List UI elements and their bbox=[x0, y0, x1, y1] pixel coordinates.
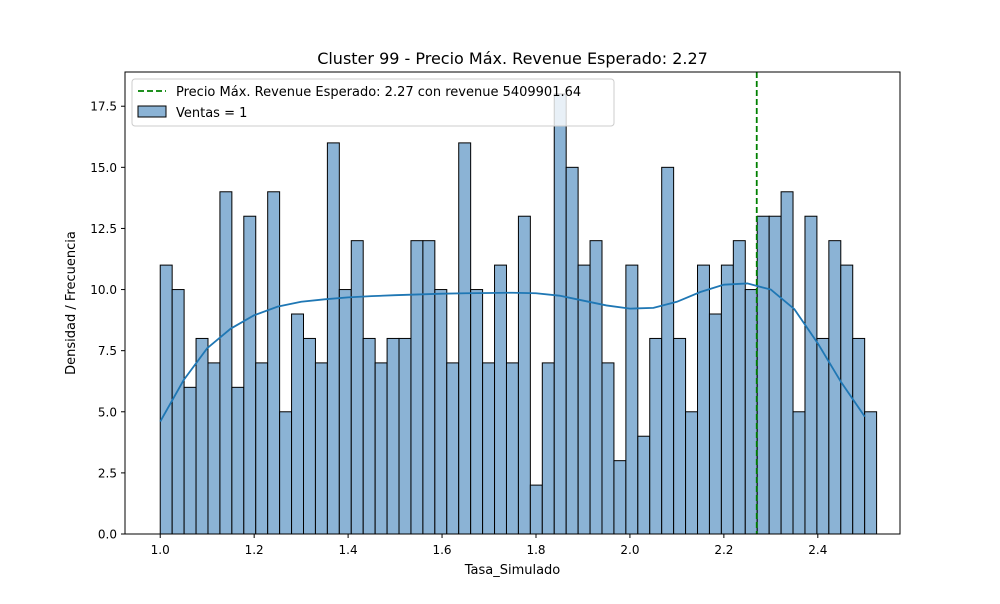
kde-curve bbox=[159, 282, 866, 423]
x-axis-label: Tasa_Simulado bbox=[464, 563, 561, 578]
x-tick-label: 1.2 bbox=[245, 543, 264, 557]
y-axis-label: Densidad / Frecuencia bbox=[64, 231, 79, 375]
y-tick-label: 17.5 bbox=[90, 100, 117, 114]
histogram-bar bbox=[541, 362, 555, 535]
histogram-bar bbox=[756, 215, 770, 535]
histogram-bar bbox=[517, 215, 531, 535]
histogram-bar bbox=[434, 289, 448, 535]
histogram-bar bbox=[768, 215, 782, 535]
histogram-bar bbox=[350, 240, 364, 535]
histogram-bar bbox=[303, 337, 316, 535]
histogram-bar bbox=[482, 362, 496, 535]
histogram-bar bbox=[661, 166, 675, 535]
histogram-bar bbox=[792, 411, 806, 535]
y-tick-label: 2.5 bbox=[98, 466, 117, 480]
histogram-bar bbox=[637, 435, 651, 535]
histogram-bar bbox=[577, 264, 591, 535]
histogram-bar bbox=[338, 289, 352, 535]
histogram-bar bbox=[267, 191, 281, 535]
histogram-bar bbox=[219, 191, 233, 535]
y-tick-label: 12.5 bbox=[90, 222, 117, 236]
legend-bar-swatch bbox=[137, 105, 167, 118]
histogram-bar bbox=[505, 362, 519, 535]
x-tick-label: 1.6 bbox=[432, 543, 451, 557]
histogram-bar bbox=[326, 142, 340, 535]
histogram-bar bbox=[589, 240, 603, 535]
histogram-bar bbox=[708, 313, 722, 535]
y-tick-label: 10.0 bbox=[90, 283, 117, 297]
histogram-bar bbox=[207, 362, 221, 535]
histogram-bar bbox=[362, 337, 376, 535]
histogram-bar bbox=[649, 337, 663, 535]
y-tick-label: 5.0 bbox=[98, 405, 117, 419]
x-tick-label: 1.0 bbox=[151, 543, 170, 557]
x-axis-ticks: 1.0 1.2 1.4 1.6 1.8 2.0 2.2 2.4 bbox=[151, 534, 827, 557]
histogram-bar bbox=[291, 313, 305, 535]
plot-frame bbox=[124, 71, 901, 535]
x-tick-label: 1.4 bbox=[339, 543, 358, 557]
histogram-bar bbox=[565, 166, 579, 535]
histogram-bar bbox=[625, 264, 639, 535]
histogram-bar bbox=[553, 93, 567, 535]
histogram-bar bbox=[374, 362, 388, 535]
legend-label-bars: Ventas = 1 bbox=[176, 106, 247, 121]
histogram-bar bbox=[673, 337, 687, 535]
legend: Precio Máx. Revenue Esperado: 2.27 con r… bbox=[131, 78, 615, 127]
histogram-bars bbox=[159, 93, 878, 535]
histogram-bar bbox=[171, 289, 185, 535]
histogram-bar bbox=[816, 337, 830, 535]
histogram-bar bbox=[446, 362, 460, 535]
histogram-bar bbox=[864, 411, 878, 535]
legend-label-vline: Precio Máx. Revenue Esperado: 2.27 con r… bbox=[176, 85, 581, 100]
x-tick-label: 2.4 bbox=[808, 543, 827, 557]
x-tick-label: 2.0 bbox=[620, 543, 639, 557]
legend-box bbox=[131, 78, 615, 127]
histogram-bar bbox=[601, 362, 615, 535]
histogram-bar bbox=[852, 337, 866, 535]
histogram-bar bbox=[386, 337, 400, 535]
histogram-bar bbox=[255, 362, 269, 535]
histogram-bar bbox=[470, 289, 484, 535]
histogram-bar bbox=[828, 240, 842, 535]
y-axis-ticks: 0.0 2.5 5.0 7.5 10.0 12.5 15.0 17.5 bbox=[90, 100, 125, 542]
histogram-bar bbox=[458, 142, 472, 535]
chart-title: Cluster 99 - Precio Máx. Revenue Esperad… bbox=[317, 49, 708, 68]
histogram-bar bbox=[494, 264, 507, 535]
histogram-bar bbox=[231, 386, 245, 535]
histogram-bar bbox=[685, 411, 699, 535]
histogram-bar bbox=[410, 240, 424, 535]
y-tick-label: 15.0 bbox=[90, 161, 117, 175]
histogram-bar bbox=[780, 191, 794, 535]
histogram-bar bbox=[279, 411, 293, 535]
x-tick-label: 1.8 bbox=[526, 543, 545, 557]
histogram-bar bbox=[697, 264, 710, 535]
histogram-bar bbox=[159, 264, 173, 535]
histogram-bar bbox=[243, 215, 257, 535]
histogram-bar bbox=[613, 460, 627, 535]
histogram-bar bbox=[314, 362, 328, 535]
y-tick-label: 0.0 bbox=[98, 528, 117, 542]
histogram-bar bbox=[398, 337, 412, 535]
histogram-bar bbox=[195, 337, 209, 535]
x-tick-label: 2.2 bbox=[714, 543, 733, 557]
histogram-bar bbox=[720, 264, 734, 535]
histogram-bar bbox=[744, 289, 758, 535]
histogram-bar bbox=[840, 264, 854, 535]
histogram-bar bbox=[804, 215, 818, 535]
y-tick-label: 7.5 bbox=[98, 344, 117, 358]
histogram-bar bbox=[183, 386, 197, 535]
histogram-bar bbox=[422, 240, 436, 535]
histogram-bar bbox=[529, 484, 543, 535]
